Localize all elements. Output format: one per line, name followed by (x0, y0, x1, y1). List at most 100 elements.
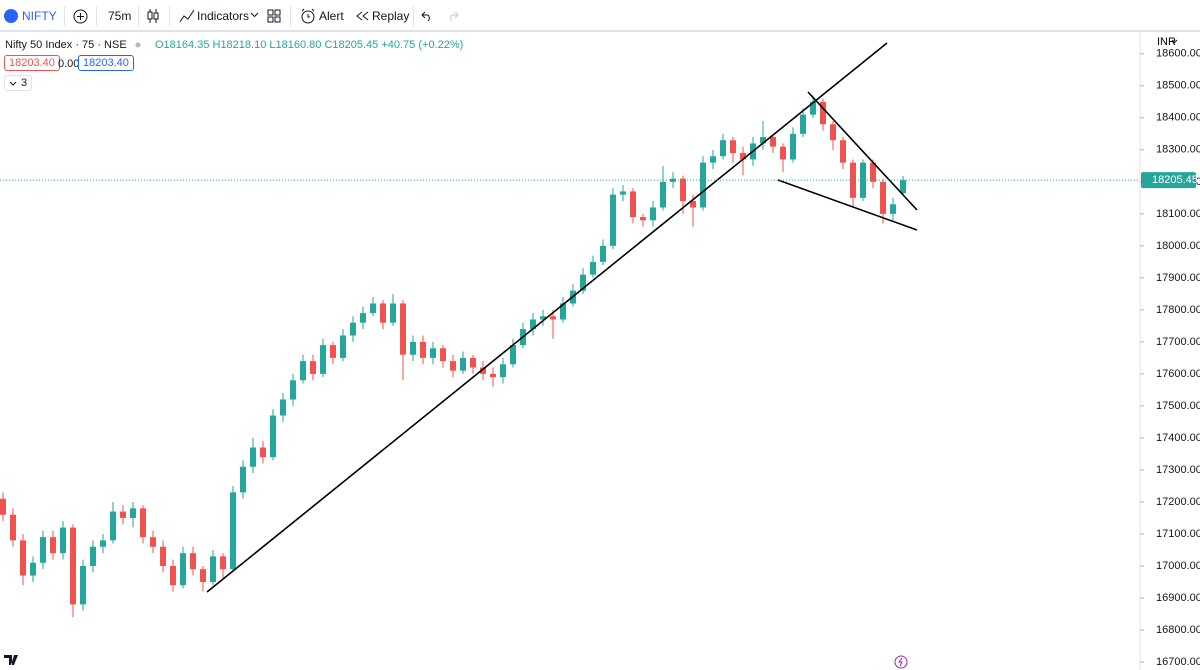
symbol[interactable]: NIFTY (22, 9, 57, 23)
currency-chevron (1171, 39, 1178, 44)
indicators[interactable]: Indicators (197, 9, 250, 23)
candle-body (140, 508, 146, 538)
legend-description: Nifty 50 Index · 75 · NSE (5, 39, 127, 51)
y-tick-label: 18600.00 (1156, 48, 1200, 60)
events-icon[interactable] (894, 655, 908, 669)
sell-price[interactable]: 18203.40 (4, 55, 60, 71)
toolbar: NIFTY 75m Indicators Alert Replay (0, 0, 1200, 32)
y-tick-label: 18300.00 (1156, 144, 1200, 156)
y-tick-label: 17900.00 (1156, 272, 1200, 284)
y-tick-label: 17700.00 (1156, 336, 1200, 348)
candle-body (380, 303, 386, 323)
candle-body (680, 178, 686, 202)
chevron[interactable] (250, 12, 259, 18)
candle-body (870, 162, 876, 182)
candle-body (630, 191, 636, 218)
spread: 0.00 (58, 58, 80, 70)
replay[interactable]: Replay (372, 9, 410, 23)
y-tick-label: 16700.00 (1156, 656, 1200, 668)
separator (64, 6, 65, 26)
candle-body (810, 101, 816, 115)
legend-eye[interactable] (133, 40, 143, 50)
candle-body (360, 313, 366, 323)
candle-body (370, 303, 376, 314)
candle-body (390, 303, 396, 323)
candle-body (650, 207, 656, 221)
last-price-badge (1141, 172, 1196, 189)
interval[interactable]: 75m (108, 9, 132, 23)
trend-line (777, 179, 918, 231)
y-tick-label: 16900.00 (1156, 592, 1200, 604)
candle-body (340, 335, 346, 358)
symbol-logo (4, 9, 18, 23)
candle-body (290, 380, 296, 400)
candle-body (550, 316, 556, 320)
currency[interactable]: INR (1157, 36, 1176, 48)
candle-body (100, 540, 106, 547)
candle-body (310, 361, 316, 374)
chart: INR 16700.00 16800.00 16900.00 17000.00 1710… (0, 32, 1200, 670)
candle-body (320, 345, 326, 374)
candle-body (250, 447, 256, 467)
candle-body (890, 204, 896, 214)
chart-style[interactable] (146, 8, 160, 24)
candle-body (530, 319, 536, 330)
candle-body (40, 537, 46, 563)
candle-body (280, 399, 286, 416)
candle-body (480, 367, 486, 374)
tradingview-logo (4, 655, 18, 665)
y-tick-label: 18500.00 (1156, 80, 1200, 92)
candle-body (560, 303, 566, 320)
separator (138, 6, 139, 26)
candle-body (190, 553, 196, 570)
candle-body (260, 447, 266, 458)
candle-body (700, 162, 706, 208)
legend-low: L18160.80 (269, 39, 322, 51)
undo[interactable] (421, 10, 433, 22)
y-tick-label: 17000.00 (1156, 560, 1200, 572)
candle-body (410, 341, 416, 355)
y-tick-label: 18000.00 (1156, 240, 1200, 252)
candle-body (60, 527, 66, 554)
y-tick-label: 17200.00 (1156, 496, 1200, 508)
candle-body (820, 101, 826, 125)
y-tick-label: 17100.00 (1156, 528, 1200, 540)
y-tick-label: 17600.00 (1156, 368, 1200, 380)
last-price-label: 18205.45 (1152, 174, 1198, 186)
candle-body (770, 137, 776, 147)
redo[interactable] (447, 10, 459, 22)
add-symbol[interactable] (73, 9, 88, 24)
candle-body (350, 322, 356, 336)
candle-body (20, 540, 26, 576)
candle-body (610, 194, 616, 246)
candle-body (760, 137, 766, 144)
candle-body (50, 537, 56, 554)
trend-line (206, 42, 888, 593)
candle-body (430, 348, 436, 358)
candle-body (900, 180, 906, 194)
indicators-icon[interactable] (179, 9, 195, 23)
layouts[interactable] (267, 9, 281, 23)
y-tick-label: 17800.00 (1156, 304, 1200, 316)
candle-body (580, 274, 586, 291)
buy-price[interactable]: 18203.40 (78, 55, 134, 71)
candle-body (460, 357, 466, 371)
candle-body (660, 181, 666, 208)
candle-body (470, 357, 476, 368)
candle-body (0, 498, 6, 515)
replay-icon[interactable] (355, 11, 369, 21)
candle-body (790, 133, 796, 160)
collapse-chevron (9, 81, 17, 86)
candle-body (240, 466, 246, 493)
alert-icon[interactable] (300, 8, 316, 24)
candle-body (300, 361, 306, 381)
candle-body (230, 492, 236, 570)
candle-body (510, 345, 516, 365)
collapse-indicators[interactable]: 3 (4, 75, 33, 91)
candle-body (600, 245, 606, 262)
candle-body (450, 361, 456, 371)
alert[interactable]: Alert (319, 9, 344, 23)
drawings (206, 42, 918, 593)
candle-body (330, 345, 336, 358)
